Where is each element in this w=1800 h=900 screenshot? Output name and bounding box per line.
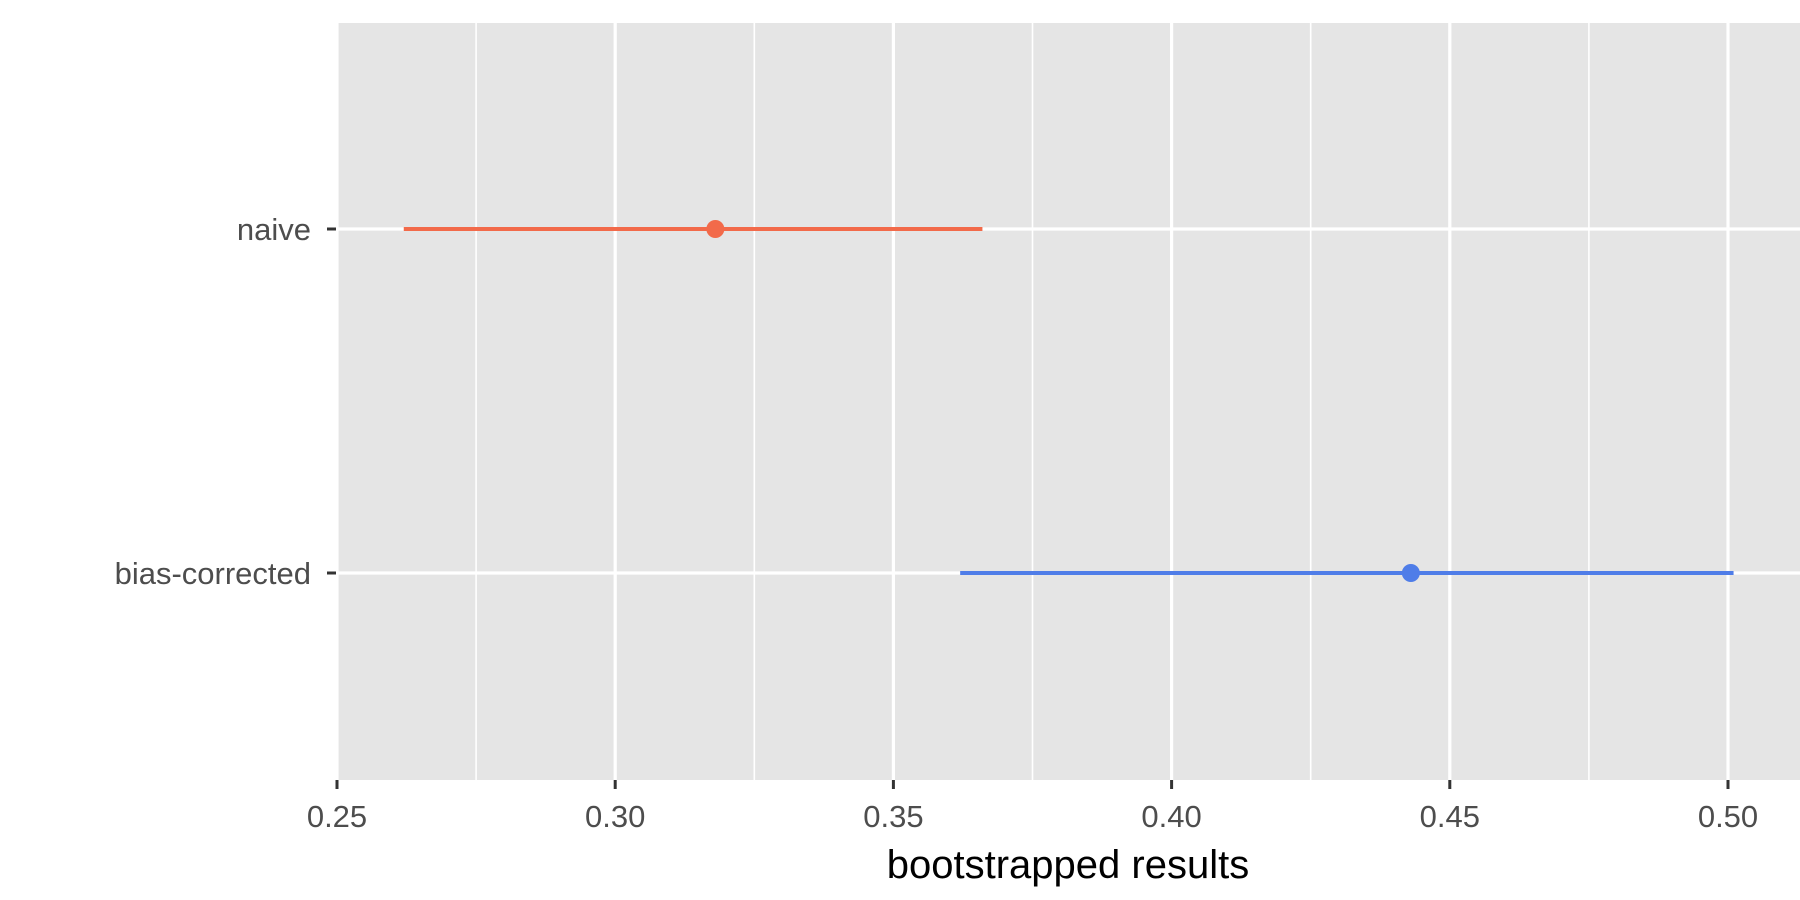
x-tick-label: 0.30: [585, 799, 645, 834]
interval-marks: [403, 220, 1734, 582]
x-tick-label: 0.45: [1420, 799, 1480, 834]
x-tick-label: 0.35: [863, 799, 923, 834]
y-tick-label: bias-corrected: [115, 556, 311, 591]
x-tick-label: 0.40: [1141, 799, 1201, 834]
x-tick-label: 0.25: [307, 799, 367, 834]
y-tick-label: naive: [237, 212, 311, 247]
point-estimate-bias-corrected: [1401, 564, 1420, 582]
x-axis-title: bootstrapped results: [887, 843, 1249, 887]
y-axis: naive bias-corrected: [115, 212, 336, 591]
point-estimate-naive: [706, 220, 725, 238]
x-axis: 0.25 0.30 0.35 0.40 0.45 0.50: [307, 780, 1758, 834]
minor-gridlines: [475, 23, 1590, 780]
x-tick-label: 0.50: [1698, 799, 1758, 834]
plot-panel-background: [336, 23, 1800, 780]
